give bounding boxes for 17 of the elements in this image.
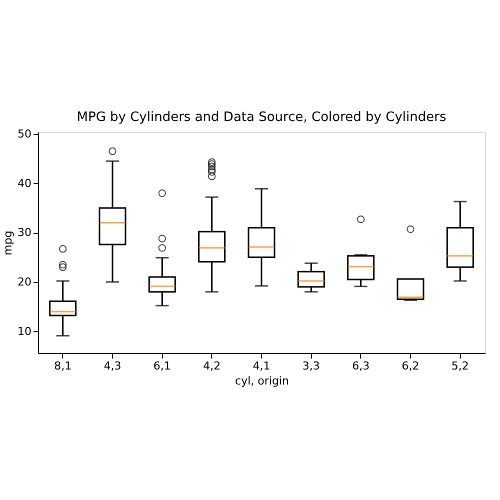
- y-tick-label: 40: [18, 176, 32, 190]
- x-tick-label: 8,1: [54, 360, 72, 372]
- x-tick-label: 4,3: [104, 360, 122, 372]
- x-tick-label: 6,1: [153, 360, 171, 372]
- x-tick-label: 6,2: [402, 360, 420, 372]
- y-tick-label: 50: [18, 127, 32, 140]
- x-tick-label: 4,1: [252, 360, 270, 372]
- x-tick-label: 5,2: [451, 360, 469, 372]
- y-tick-label: 10: [18, 324, 32, 338]
- y-tick-label: 30: [18, 226, 32, 240]
- x-tick-label: 4,2: [203, 360, 221, 372]
- y-tick-label: 20: [18, 275, 32, 288]
- x-tick-label: 6,3: [352, 360, 370, 372]
- x-axis-title: cyl, origin: [235, 374, 289, 388]
- y-axis-title: mpg: [2, 230, 15, 256]
- x-tick-label: 3,3: [302, 360, 320, 372]
- chart-title: MPG by Cylinders and Data Source, Colored by Cylinders: [76, 110, 446, 125]
